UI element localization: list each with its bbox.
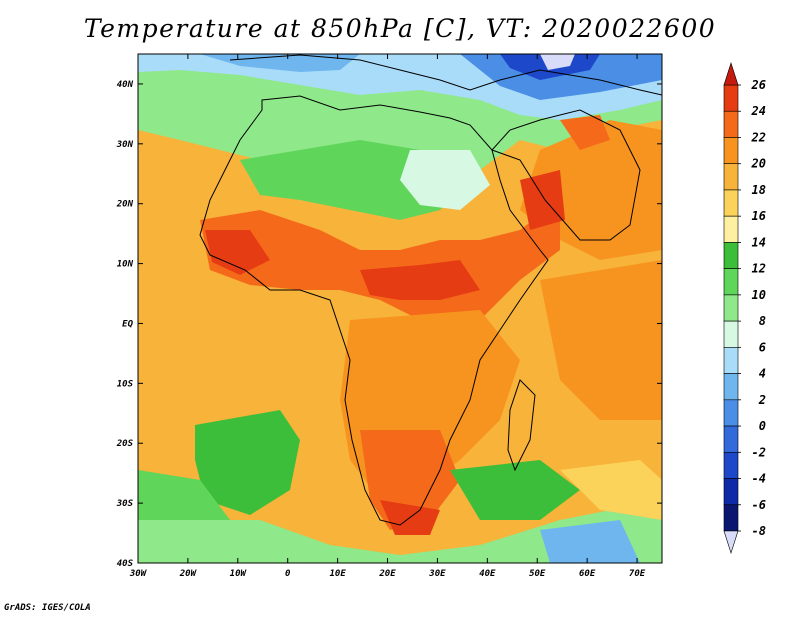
colorbar-swatch bbox=[723, 110, 739, 138]
colorbar-swatch bbox=[723, 373, 739, 401]
colorbar-label: 6 bbox=[759, 340, 766, 354]
y-tick-label: 20S bbox=[116, 439, 134, 449]
colorbar-label: 16 bbox=[752, 209, 766, 223]
x-tick-label: 20E bbox=[378, 569, 396, 579]
colorbar-label: -2 bbox=[752, 445, 766, 459]
colorbar-label: -6 bbox=[752, 498, 766, 512]
colorbar-swatch bbox=[723, 268, 739, 296]
colorbar-swatch bbox=[723, 320, 739, 348]
coastlines bbox=[199, 54, 662, 526]
x-tick-label: 30W bbox=[129, 569, 148, 579]
footer-credit: GrADS: IGES/COLA bbox=[4, 603, 91, 613]
y-tick-label: EQ bbox=[122, 319, 133, 329]
colorbar-label: 22 bbox=[751, 130, 766, 144]
colorbar-swatch bbox=[723, 294, 739, 322]
y-tick-label: 40S bbox=[117, 559, 134, 569]
x-tick-label: 10E bbox=[329, 569, 346, 579]
x-tick-label: 40E bbox=[479, 569, 496, 579]
colorbar-swatch bbox=[723, 425, 739, 453]
map-title: Temperature at 850hPa [C], VT: 202002260… bbox=[83, 14, 717, 43]
colorbar-swatch bbox=[723, 242, 739, 269]
colorbar-swatch bbox=[723, 215, 739, 243]
colorbar-swatch bbox=[723, 347, 739, 374]
plot-frame bbox=[137, 53, 663, 564]
y-axis: 40N 30N 20N 10N EQ 10S 20S 30S 40S bbox=[116, 80, 662, 569]
x-tick-label: 50E bbox=[529, 569, 546, 579]
colorbar-label: 0 bbox=[759, 419, 766, 433]
colorbar-label: -8 bbox=[752, 524, 766, 538]
colorbar-label: 8 bbox=[759, 314, 766, 328]
y-tick-label: 30N bbox=[116, 140, 134, 150]
x-tick-label: 60E bbox=[579, 569, 596, 579]
colorbar-label: 12 bbox=[752, 262, 766, 276]
x-tick-label: 0 bbox=[285, 569, 291, 579]
colorbar-over-arrow bbox=[723, 62, 739, 86]
x-tick-label: 70E bbox=[629, 569, 646, 579]
colorbar-label: 4 bbox=[759, 367, 766, 381]
colorbar-label: 18 bbox=[752, 183, 766, 197]
temperature-field bbox=[138, 54, 662, 563]
colorbar-swatch bbox=[723, 399, 739, 427]
x-axis: 30W 20W 10W 0 10E 20E 30E 40E 50E 60E 70E bbox=[129, 54, 646, 579]
colorbar-label: 26 bbox=[751, 78, 766, 92]
colorbar-swatch bbox=[723, 478, 739, 506]
y-tick-label: 20N bbox=[116, 200, 134, 210]
colorbar-swatch bbox=[723, 504, 739, 532]
colorbar-label: 20 bbox=[751, 157, 766, 171]
y-tick-label: 10S bbox=[117, 379, 134, 389]
colorbar-label: 2 bbox=[758, 393, 766, 407]
x-tick-label: 10W bbox=[230, 569, 248, 579]
colorbar-swatch bbox=[723, 137, 739, 165]
colorbar-label: 24 bbox=[751, 104, 766, 118]
colorbar-under-arrow bbox=[723, 530, 739, 554]
colorbar-swatch bbox=[723, 84, 739, 112]
colorbar-swatch bbox=[723, 451, 739, 479]
x-tick-label: 20W bbox=[179, 569, 198, 579]
colorbar-swatch bbox=[723, 189, 739, 217]
y-tick-label: 40N bbox=[117, 80, 134, 90]
colorbar-label: 14 bbox=[752, 235, 766, 249]
colorbar-swatch bbox=[723, 163, 739, 191]
y-tick-label: 30S bbox=[116, 499, 134, 509]
y-tick-label: 10N bbox=[117, 260, 134, 270]
colorbar-label: -4 bbox=[752, 472, 766, 486]
colorbar-label: 10 bbox=[752, 288, 766, 302]
x-tick-label: 30E bbox=[428, 569, 446, 579]
